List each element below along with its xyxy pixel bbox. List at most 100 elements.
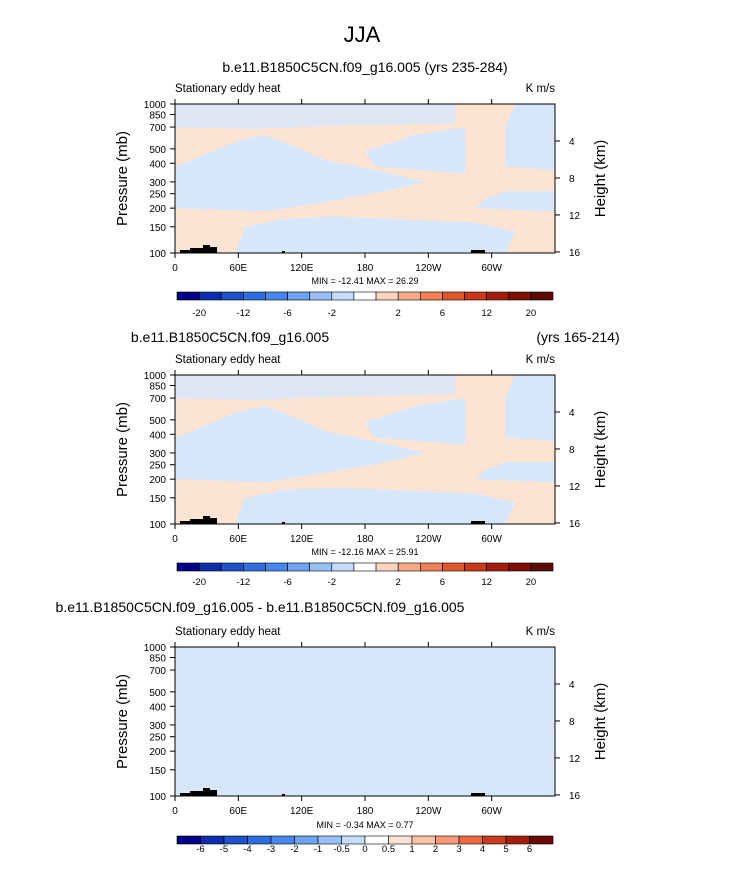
colorbar-cell <box>243 291 266 301</box>
colorbar-label: 12 <box>481 308 492 319</box>
shade-region <box>365 398 465 445</box>
colorbar-label: -6 <box>196 844 204 855</box>
y-tick-label: 700 <box>149 666 166 677</box>
colorbar-cell <box>198 291 222 301</box>
shade-region <box>505 104 555 171</box>
colorbar-label: 4 <box>480 844 485 855</box>
colorbar-cell <box>375 291 399 301</box>
colorbar-cell <box>287 562 311 572</box>
colorbar-cell <box>247 835 272 845</box>
y-axis-label: Pressure (mb) <box>114 674 131 769</box>
x-tick-label: 180 <box>357 534 374 545</box>
colorbar-cell <box>397 291 421 301</box>
y2-tick-label: 16 <box>569 519 581 530</box>
colorbar-label: -5 <box>220 844 228 855</box>
right-string: K m/s <box>526 354 556 366</box>
left-string: Stationary eddy heat <box>175 626 281 638</box>
colorbar-label: -1 <box>314 844 322 855</box>
colorbar-cell <box>529 835 554 845</box>
colorbar-label: -6 <box>283 308 291 319</box>
colorbar-cell <box>397 562 421 572</box>
colorbar-label: 12 <box>481 577 492 588</box>
y2-tick-label: 12 <box>569 482 581 493</box>
contour-fill <box>175 375 555 524</box>
colorbar-label: -12 <box>236 308 250 319</box>
y2-tick-label: 8 <box>569 445 575 456</box>
colorbar-label: -2 <box>290 844 298 855</box>
topography <box>180 245 217 253</box>
colorbar-cell <box>265 291 288 301</box>
colorbar-cell <box>223 835 248 845</box>
y2-tick-label: 8 <box>569 717 575 728</box>
panel-title: b.e11.B1850C5CN.f09_g16.005 - b.e11.B185… <box>56 599 465 615</box>
page-title: JJA <box>344 22 381 47</box>
colorbar-label: -12 <box>236 577 250 588</box>
x-tick-label: 120W <box>415 263 442 274</box>
x-tick-label: 60E <box>229 263 247 274</box>
colorbar-label: 0.5 <box>382 844 395 855</box>
colorbar-label: -2 <box>328 577 336 588</box>
shade-region <box>175 647 555 796</box>
colorbar-cell <box>482 835 507 845</box>
y-tick-label: 1000 <box>144 100 167 111</box>
colorbar-label: -20 <box>192 308 206 319</box>
colorbar-cell <box>200 835 225 845</box>
colorbar-label: 0 <box>362 844 367 855</box>
colorbar-cell <box>176 562 200 572</box>
y-tick-label: 200 <box>149 747 166 758</box>
colorbar-label: 2 <box>396 577 401 588</box>
colorbar-cell <box>435 835 460 845</box>
colorbar-label: -20 <box>192 577 206 588</box>
y-tick-label: 250 <box>149 190 166 201</box>
x-tick-label: 0 <box>172 534 178 545</box>
colorbar-cell <box>530 291 554 301</box>
y-tick-label: 700 <box>149 123 166 134</box>
topography <box>471 793 485 796</box>
colorbar-cell <box>419 291 443 301</box>
x-tick-label: 120E <box>290 806 314 817</box>
y-tick-label: 850 <box>149 382 166 393</box>
colorbar-cell <box>505 835 530 845</box>
y-tick-label: 250 <box>149 461 166 472</box>
colorbar-cell <box>176 291 200 301</box>
shade-region <box>365 127 465 174</box>
min-max-label: MIN = -12.16 MAX = 25.91 <box>311 547 418 557</box>
panel-title: b.e11.B1850C5CN.f09_g16.005 <box>131 329 329 345</box>
shade-region <box>235 216 515 253</box>
colorbar-cell <box>341 835 366 845</box>
min-max-label: MIN = -12.41 MAX = 26.29 <box>311 276 418 286</box>
x-tick-label: 0 <box>172 806 178 817</box>
colorbar-cell <box>287 291 311 301</box>
colorbar-cell <box>353 291 377 301</box>
right-string: K m/s <box>526 83 556 95</box>
y-tick-label: 500 <box>149 688 166 699</box>
colorbar-cell <box>265 562 288 572</box>
colorbar-cell <box>176 835 201 845</box>
x-tick-label: 60W <box>481 806 502 817</box>
shade-region <box>175 375 455 400</box>
colorbar-cell <box>294 835 319 845</box>
colorbar-cell <box>419 562 443 572</box>
x-tick-label: 120W <box>415 806 442 817</box>
panel-3: b.e11.B1850C5CN.f09_g16.005 - b.e11.B185… <box>56 599 609 855</box>
colorbar-cell <box>220 562 244 572</box>
y-tick-label: 1000 <box>144 371 167 382</box>
y2-tick-label: 4 <box>569 137 575 148</box>
colorbar-label: -4 <box>243 844 251 855</box>
shade-region <box>175 405 425 483</box>
topography <box>471 521 485 524</box>
shade-region <box>475 191 555 212</box>
y-tick-label: 400 <box>149 702 166 713</box>
x-tick-label: 60E <box>229 806 247 817</box>
y-tick-label: 250 <box>149 733 166 744</box>
colorbar-cell <box>309 562 333 572</box>
shade-region <box>505 375 555 442</box>
panel-1: b.e11.B1850C5CN.f09_g16.005 (yrs 235-284… <box>114 59 609 319</box>
colorbar-label: 1 <box>409 844 414 855</box>
x-tick-label: 60W <box>481 263 502 274</box>
y2-axis-label: Height (km) <box>592 683 609 761</box>
y-tick-label: 150 <box>149 766 166 777</box>
y2-tick-label: 4 <box>569 680 575 691</box>
colorbar-cell <box>353 562 377 572</box>
